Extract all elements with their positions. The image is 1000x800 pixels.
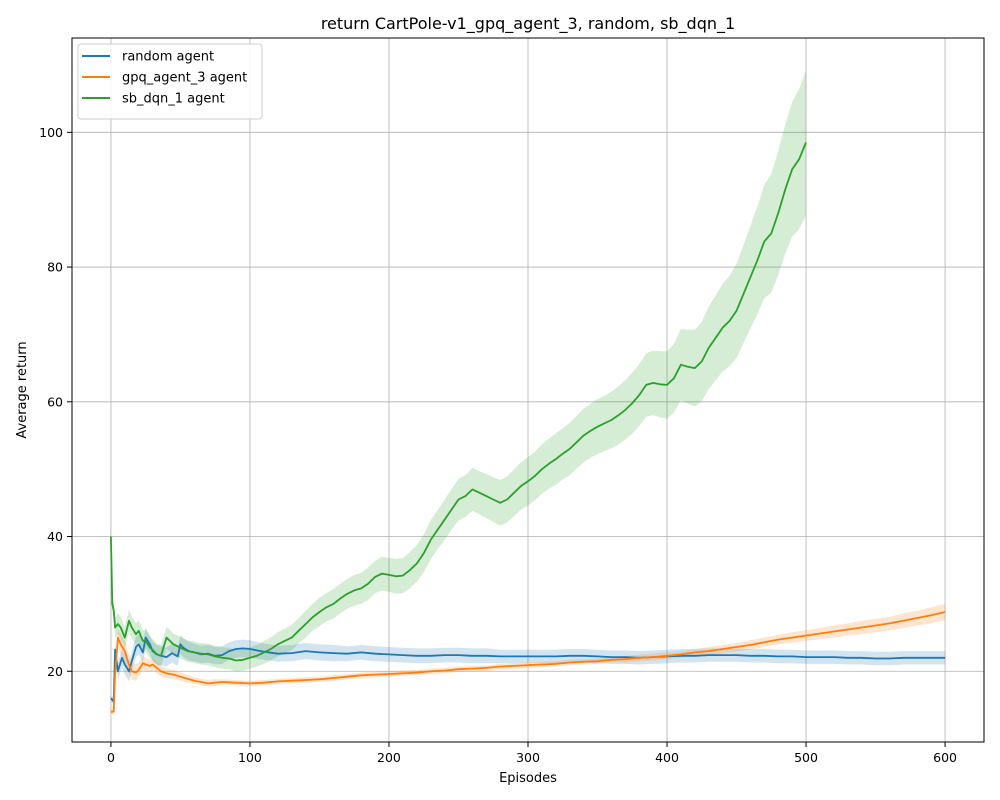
series-band-2	[110, 69, 806, 672]
y-tick-label: 40	[47, 529, 63, 544]
y-tick-label: 60	[47, 394, 63, 409]
x-tick-label: 100	[238, 750, 262, 765]
x-axis-ticks: 0 100 200 300 400 500 600	[107, 742, 957, 765]
series-line-2	[110, 142, 807, 662]
y-axis-label: Average return	[15, 341, 30, 438]
chart-title: return CartPole-v1_gpq_agent_3, random, …	[321, 14, 735, 34]
y-tick-label: 100	[39, 125, 63, 140]
y-tick-label: 20	[47, 664, 63, 679]
series-lines	[110, 142, 946, 713]
series-line-1	[110, 611, 946, 713]
grid-lines	[72, 38, 984, 742]
legend-entry: random agent	[122, 50, 214, 65]
x-tick-label: 400	[655, 750, 679, 765]
x-tick-label: 500	[794, 750, 818, 765]
legend-entry: sb_dqn_1 agent	[122, 92, 225, 107]
x-tick-label: 600	[933, 750, 957, 765]
y-tick-label: 80	[47, 260, 63, 275]
x-axis-label: Episodes	[499, 771, 557, 786]
series-band-0	[110, 627, 946, 706]
legend-box	[77, 43, 263, 120]
legend: random agent gpq_agent_3 agent sb_dqn_1 ag…	[77, 43, 263, 120]
confidence-bands	[110, 69, 946, 716]
x-tick-label: 200	[377, 750, 401, 765]
x-tick-label: 300	[516, 750, 540, 765]
legend-entry: gpq_agent_3 agent	[122, 71, 247, 86]
y-axis-ticks: 20 40 60 80 100	[39, 125, 72, 679]
x-tick-label: 0	[107, 750, 115, 765]
